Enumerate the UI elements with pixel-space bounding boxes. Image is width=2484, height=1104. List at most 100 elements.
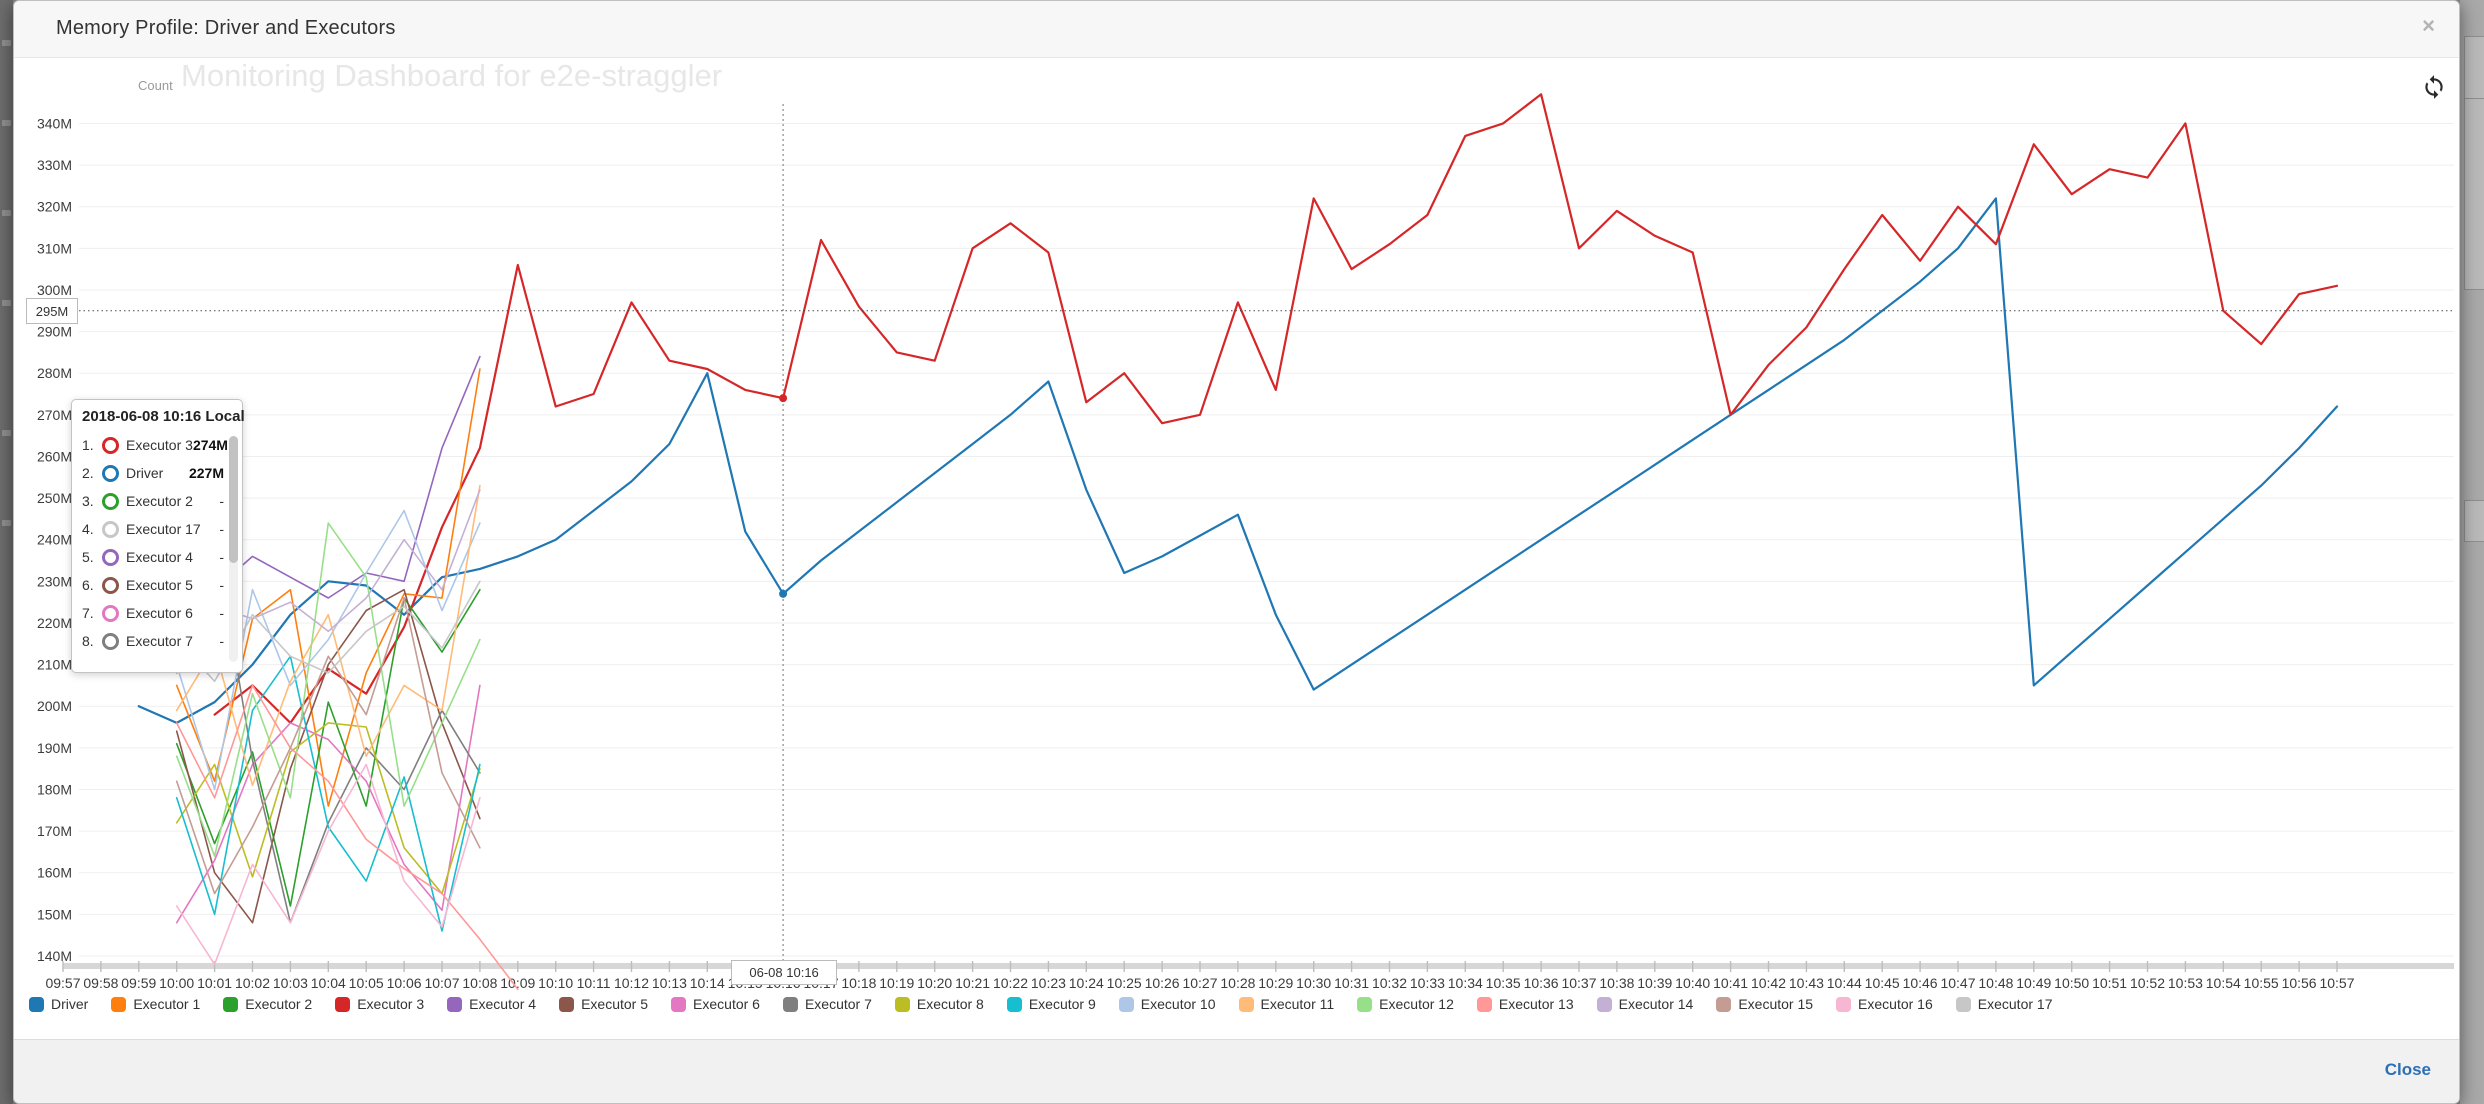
legend-label: Executor 4 [469,996,537,1012]
series-executor-3 [213,93,2339,725]
legend-item-executor-5[interactable]: Executor 5 [559,996,648,1012]
tooltip-series-value: - [219,633,224,649]
x-axis-tick-label: 10:52 [2130,975,2165,991]
x-axis-band [63,963,2454,969]
legend-item-executor-14[interactable]: Executor 14 [1596,996,1694,1012]
legend-item-executor-13[interactable]: Executor 13 [1476,996,1574,1012]
chart-tooltip: 2018-06-08 10:16 Local 1. Executor 3 274M 2… [71,399,245,673]
legend-item-executor-12[interactable]: Executor 12 [1357,996,1454,1012]
x-axis-tick-label: 10:12 [614,975,649,991]
series-ring-icon [102,632,119,650]
tooltip-row: 4. Executor 17 - [82,515,224,543]
tooltip-row-index: 3. [82,493,94,509]
close-icon[interactable]: × [2422,13,2435,38]
x-axis-tick-label: 10:32 [1372,975,1407,991]
legend-label: Executor 1 [133,996,201,1012]
series-ring-icon [102,436,119,454]
legend-swatch [335,996,351,1012]
x-axis-tick-label: 10:27 [1182,975,1217,991]
y-axis-tick-label: 190M [37,740,72,756]
x-axis-tick-label: 10:21 [955,975,990,991]
x-axis-tick-label: 10:11 [577,975,611,991]
legend-item-executor-15[interactable]: Executor 15 [1716,996,1813,1012]
x-axis-tick-label: 10:31 [1334,975,1369,991]
x-axis-tick-label: 10:06 [387,975,422,991]
tooltip-series-value: 274M [192,437,228,453]
legend-item-executor-6[interactable]: Executor 6 [671,996,760,1012]
background-page-left-edge[interactable] [0,0,13,1104]
legend-item-executor-2[interactable]: Executor 2 [223,996,312,1012]
legend-swatch [1596,996,1612,1012]
x-axis-tick-label: 10:19 [879,975,914,991]
series-executor-6 [175,684,481,924]
y-axis-tick-label: 220M [37,615,72,631]
modal-footer: Close [14,1039,2459,1103]
legend-label: Executor 11 [1260,996,1335,1012]
y-axis-tick-label: 170M [37,823,72,839]
tooltip-scrollbar-thumb[interactable] [229,436,238,563]
refresh-icon [2425,75,2443,99]
x-axis-tick-label: 10:05 [349,975,384,991]
legend-label: Executor 14 [1618,996,1694,1012]
line-chart-plot-area[interactable]: 140M 150M 160M 170M 180M 190M 200M 210M 220M 230M… [14,58,2459,1039]
tooltip-series-name: Executor 2 [126,493,193,509]
legend-label: Executor 8 [916,996,984,1012]
background-watermark-text: Monitoring Dashboard for e2e-straggler [181,58,723,93]
x-axis-tick-label: 10:41 [1713,975,1748,991]
legend-item-executor-17[interactable]: Executor 17 [1955,996,2052,1012]
legend-item-executor-4[interactable]: Executor 4 [447,996,536,1012]
legend-swatch [1716,996,1732,1012]
x-axis-tick-label: 09:59 [121,975,156,991]
y-axis-title: Count [138,78,173,93]
close-button[interactable]: Close [2384,1060,2431,1079]
legend-item-driver[interactable]: Driver [29,996,88,1012]
legend-item-executor-7[interactable]: Executor 7 [782,996,872,1012]
tooltip-series-value: - [219,605,224,621]
tooltip-row-index: 8. [82,633,94,649]
hover-point-executor-3 [779,394,788,403]
y-axis-tick-label: 290M [37,324,72,340]
tooltip-row: 1. Executor 3 274M [82,431,228,459]
y-axis-tick-label: 250M [37,490,72,506]
series-ring-icon [102,604,119,622]
y-axis-tick-label: 260M [37,448,72,464]
legend-label: Executor 15 [1738,996,1814,1012]
series-ring-icon [102,464,119,482]
tooltip-series-name: Executor 6 [126,605,193,621]
tooltip-series-name: Executor 17 [126,521,201,537]
tooltip-row-index: 2. [82,465,94,481]
x-axis-tick-label: 10:25 [1107,975,1142,991]
legend-item-executor-10[interactable]: Executor 10 [1118,996,1216,1012]
tooltip-series-name: Executor 3 [126,437,193,453]
x-axis-tick-label: 10:18 [841,975,876,991]
refresh-button[interactable] [2421,74,2447,100]
y-axis-tick-label: 230M [37,573,72,589]
y-axis-tick-label: 300M [37,282,72,298]
x-axis-tick-label: 10:44 [1827,975,1862,991]
x-axis-tick-label: 10:33 [1410,975,1445,991]
x-axis-tick-label: 10:00 [159,975,194,991]
x-axis-tick-label: 10:57 [2319,975,2354,991]
legend-item-executor-1[interactable]: Executor 1 [111,996,200,1012]
legend-swatch [1836,996,1852,1012]
legend-label: Executor 12 [1379,996,1454,1012]
legend-label: Executor 16 [1858,996,1933,1012]
series-executor-13 [175,684,519,991]
legend-item-executor-16[interactable]: Executor 16 [1836,996,1933,1012]
tooltip-row-index: 6. [82,577,94,593]
legend-item-executor-9[interactable]: Executor 9 [1006,996,1096,1012]
legend-item-executor-3[interactable]: Executor 3 [335,996,424,1012]
background-page-right-edge[interactable] [2460,0,2484,1104]
x-axis-tick-label: 10:49 [2016,975,2051,991]
y-axis-tick-label: 270M [37,407,72,423]
legend-item-executor-11[interactable]: Executor 11 [1238,996,1335,1012]
legend-label: Executor 9 [1028,996,1096,1012]
x-axis-tick-label: 10:36 [1524,975,1559,991]
tooltip-scrollbar[interactable] [229,436,238,662]
series-executor-15 [175,597,481,895]
legend-item-executor-8[interactable]: Executor 8 [894,996,984,1012]
legend-swatch [1357,996,1373,1012]
series-executor-9 [175,655,481,932]
x-axis-tick-label: 10:35 [1486,975,1521,991]
